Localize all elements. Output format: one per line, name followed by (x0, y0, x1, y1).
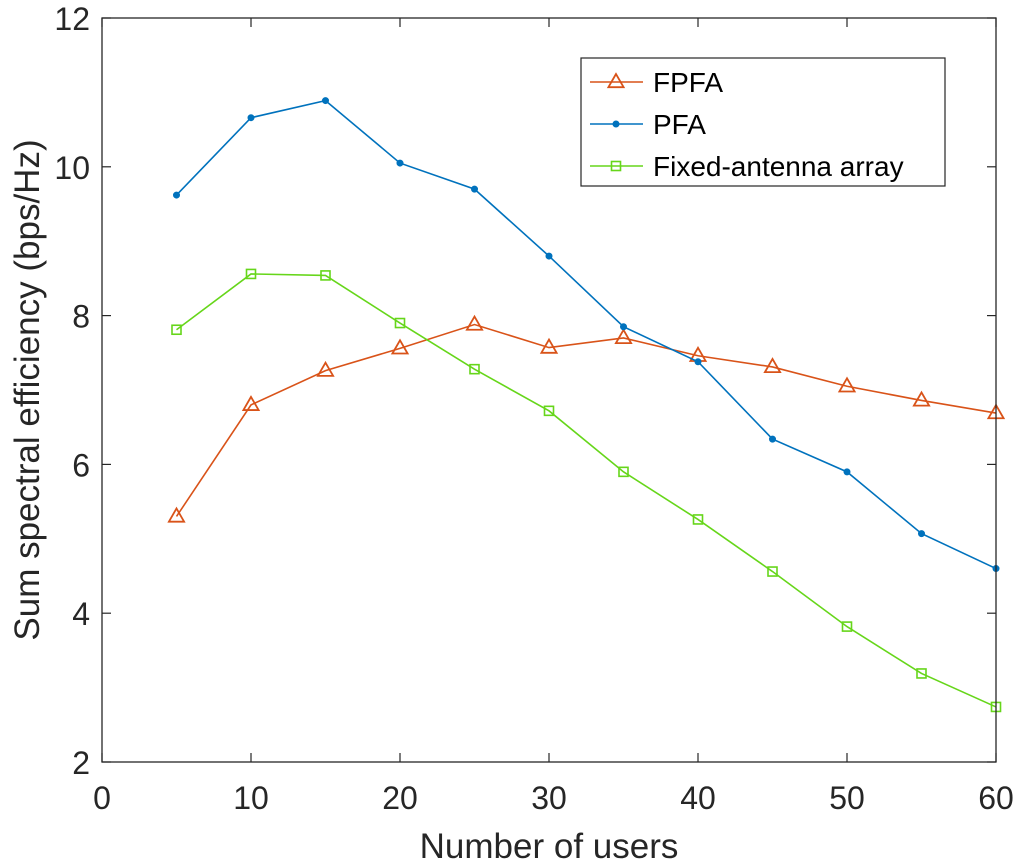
data-point (837, 376, 857, 393)
data-point (692, 514, 704, 525)
x-tick-label: 60 (978, 780, 1014, 816)
y-tick-label: 12 (54, 1, 90, 37)
x-tick-label: 40 (680, 780, 716, 816)
data-point (322, 97, 329, 105)
data-point (241, 395, 261, 411)
series-line (175, 99, 997, 570)
y-tick-label: 8 (72, 299, 90, 335)
x-tick-label: 30 (531, 780, 567, 816)
data-point (694, 358, 702, 366)
data-point (916, 668, 927, 679)
series-pfa (173, 97, 1000, 573)
legend: FPFA PFA Fixed-antenna array (580, 57, 946, 187)
data-point (320, 270, 331, 281)
data-point (543, 405, 555, 417)
x-axis-label: Number of users (420, 827, 679, 866)
legend-items: FPFA PFA Fixed-antenna array (590, 67, 904, 182)
plot-area-frame (101, 17, 997, 763)
legend-label: PFA (653, 109, 706, 140)
data-point (316, 360, 335, 377)
legend-marker (610, 160, 622, 172)
legend-item: FPFA (590, 67, 723, 98)
data-series (167, 97, 1006, 713)
legend-item: Fixed-antenna array (590, 151, 904, 182)
legend-label: FPFA (653, 67, 723, 98)
y-tick-label: 4 (72, 596, 90, 632)
data-point (918, 530, 925, 538)
data-point (769, 435, 776, 443)
data-point (171, 324, 182, 336)
y-tick-label: 10 (54, 150, 90, 186)
data-point (245, 268, 257, 280)
legend-label: Fixed-antenna array (653, 151, 904, 182)
data-point (912, 390, 931, 407)
legend-box (580, 57, 946, 187)
data-point (247, 114, 255, 122)
data-point (173, 191, 180, 199)
data-point (396, 159, 404, 167)
data-point (767, 566, 778, 577)
data-point (390, 338, 410, 355)
x-tick-label: 20 (382, 780, 418, 816)
data-point (394, 317, 406, 329)
series-line (175, 323, 997, 517)
tick-labels: 0 10 20 30 40 50 60 2 4 6 8 10 12 (54, 1, 1013, 816)
series-fixed-antenna-array (171, 268, 1002, 713)
data-point (469, 363, 480, 375)
data-point (167, 506, 186, 523)
data-point (539, 337, 559, 354)
data-point (545, 252, 553, 260)
y-tick-label: 6 (72, 447, 90, 483)
data-point (614, 328, 633, 345)
data-point (763, 357, 782, 374)
legend-marker (606, 72, 626, 89)
data-point (620, 323, 627, 331)
x-tick-label: 0 (93, 780, 111, 816)
series-line (176, 273, 997, 708)
data-point (618, 466, 629, 478)
x-tick-label: 50 (829, 780, 865, 816)
x-tick-label: 10 (233, 780, 269, 816)
data-point (471, 185, 478, 193)
y-tick-label: 2 (72, 745, 90, 781)
legend-marker (612, 120, 620, 128)
y-axis-label: Sum spectral efficiency (bps/Hz) (8, 139, 47, 640)
data-point (843, 468, 851, 476)
legend-item: PFA (590, 109, 706, 140)
data-point (841, 621, 853, 632)
data-point (465, 314, 484, 331)
series-fpfa (167, 314, 1006, 523)
